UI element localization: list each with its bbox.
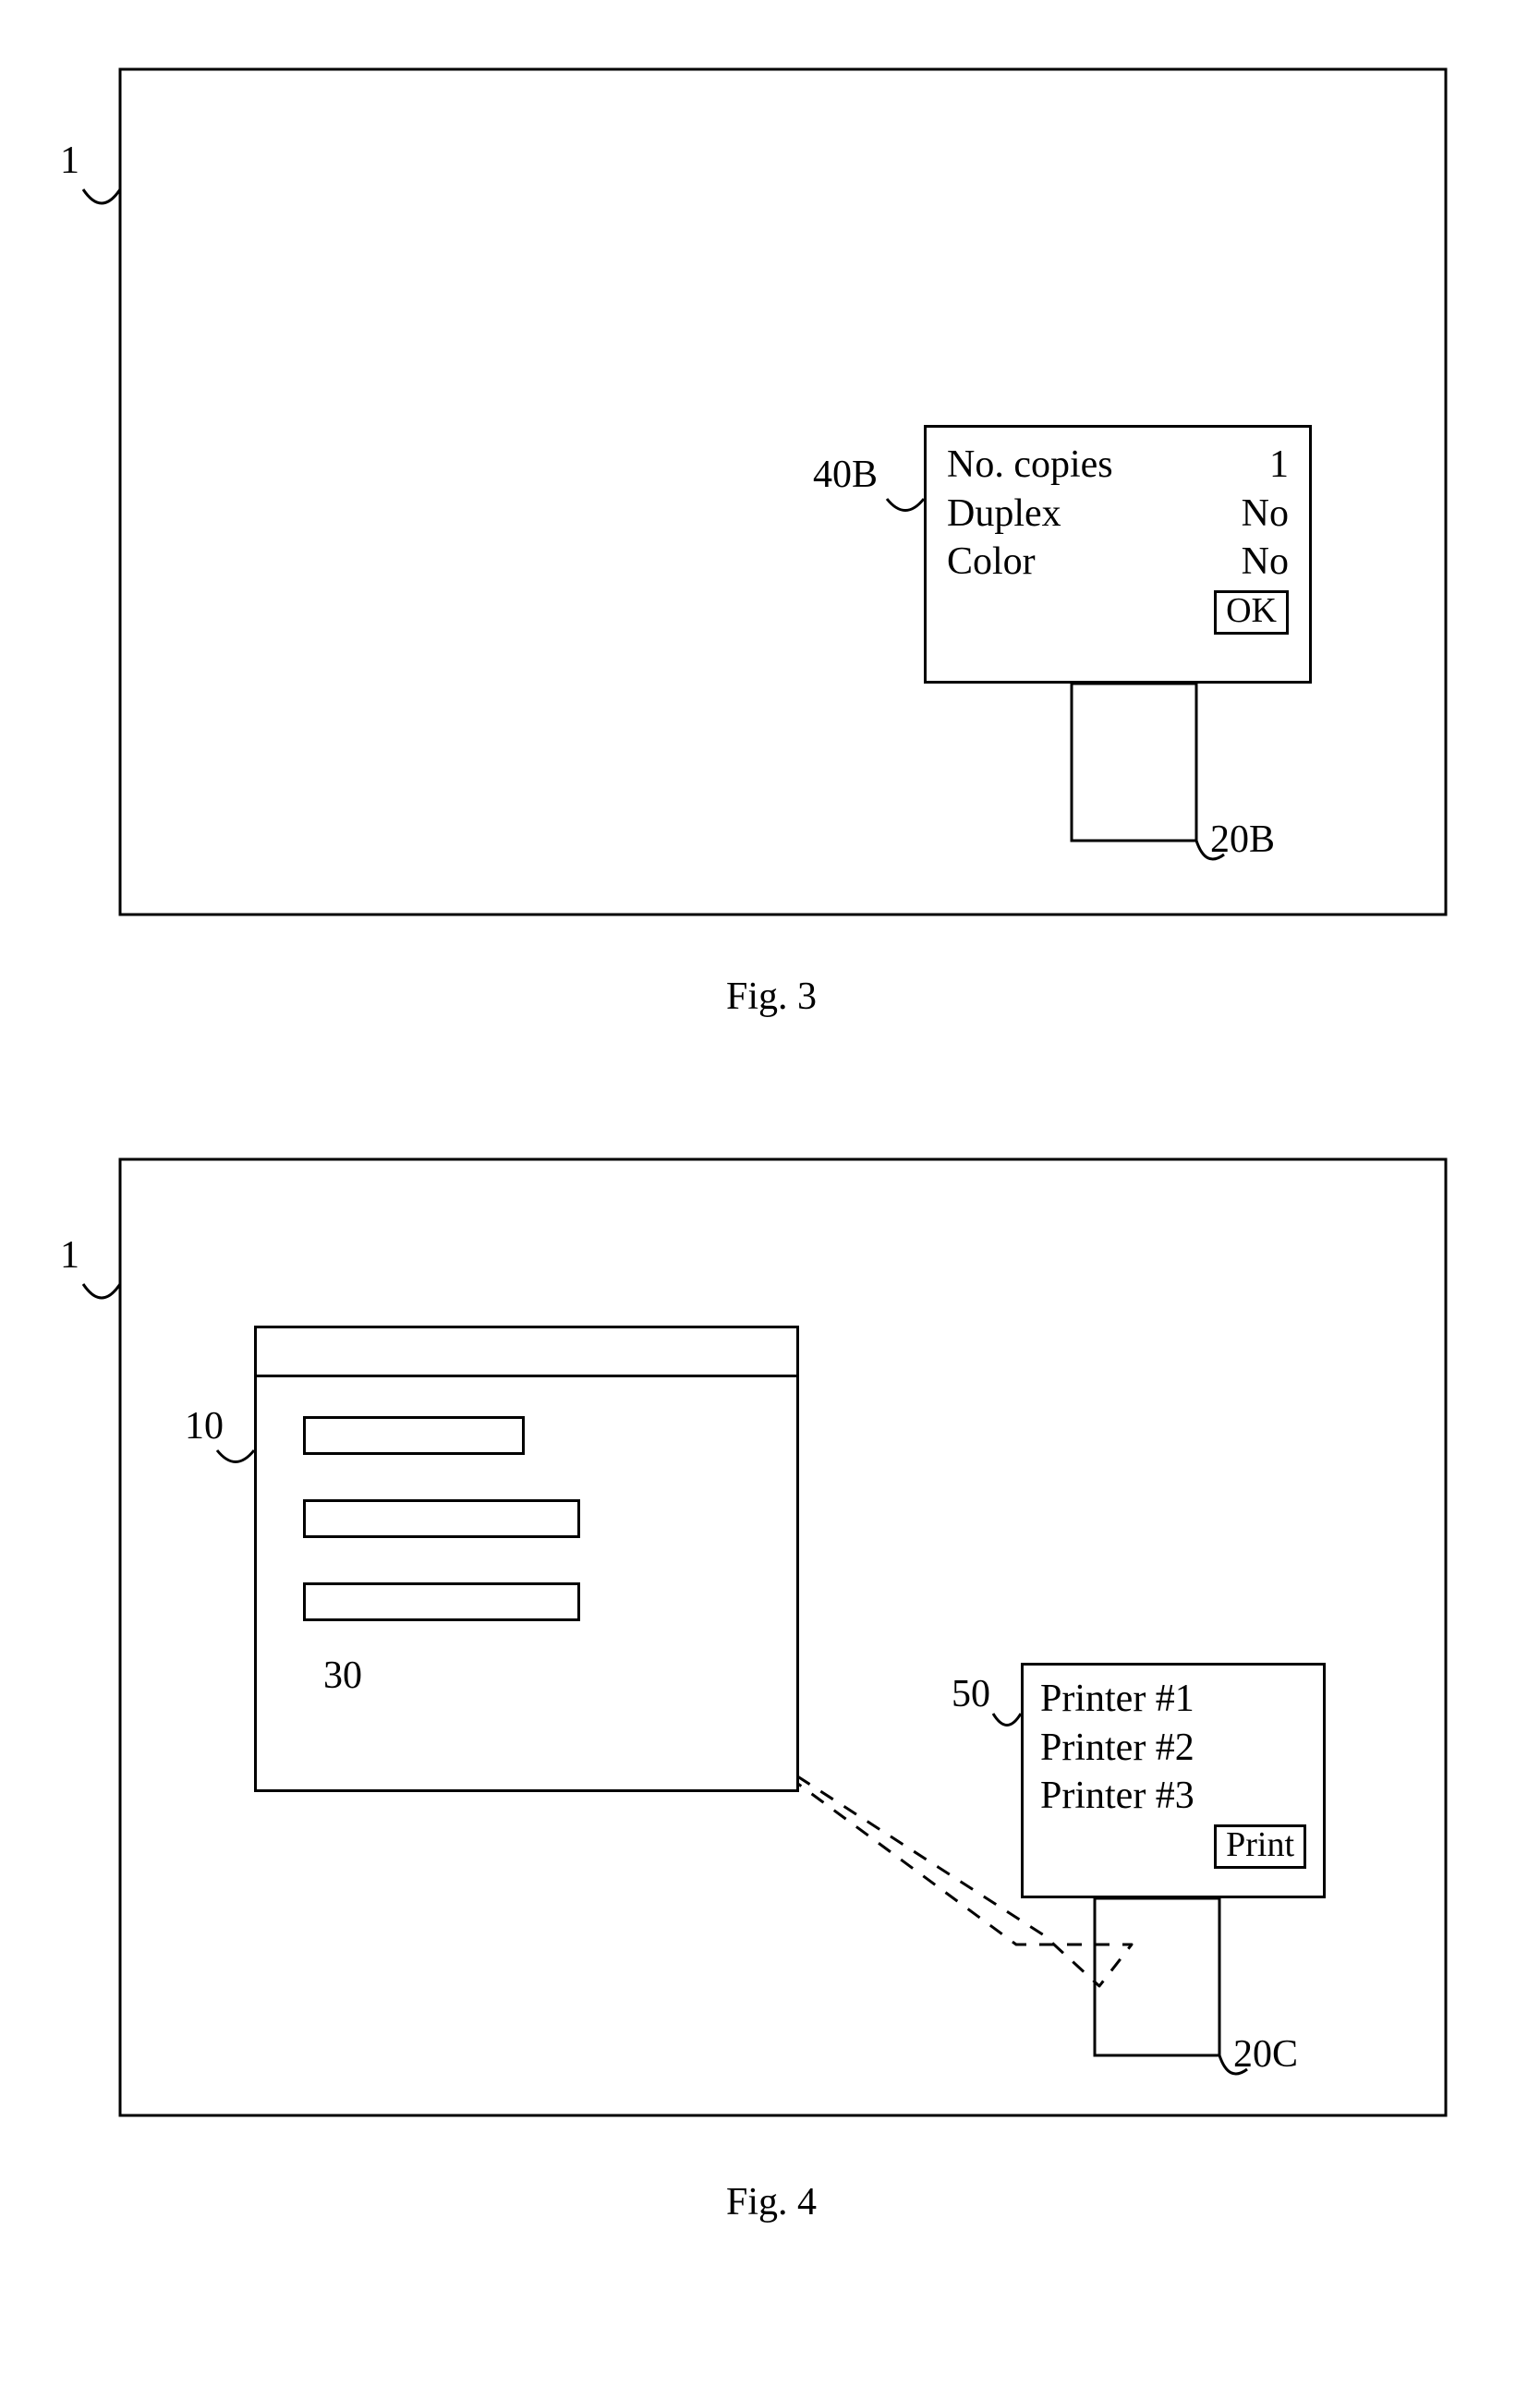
fig4-label-20c: 20C (1233, 2032, 1298, 2077)
fig4-label-1: 1 (60, 1233, 79, 1278)
doc-window (254, 1326, 799, 1792)
printer-option-1[interactable]: Printer #1 (1040, 1675, 1306, 1724)
printer-option-3[interactable]: Printer #3 (1040, 1772, 1306, 1821)
fig4-label-50: 50 (952, 1672, 990, 1716)
fig4-printer-20c (1095, 1898, 1219, 2055)
print-button[interactable]: Print (1214, 1824, 1306, 1869)
doc-field-2[interactable] (303, 1499, 580, 1538)
fig4-label-30: 30 (323, 1654, 362, 1698)
doc-field-1[interactable] (303, 1416, 525, 1455)
fig4-label-10: 10 (185, 1404, 224, 1448)
fig4-caption: Fig. 4 (679, 2180, 864, 2224)
fig4-hook-50 (993, 1714, 1021, 1726)
printer-option-2[interactable]: Printer #2 (1040, 1724, 1306, 1773)
popup-50: Printer #1 Printer #2 Printer #3 Print (1021, 1663, 1326, 1898)
fig4-hook-1 (83, 1284, 120, 1298)
doc-field-3[interactable] (303, 1582, 580, 1621)
fig4-hook-10 (217, 1450, 254, 1462)
doc-window-titlebar (257, 1328, 796, 1377)
fig4-svg (0, 0, 1540, 2387)
